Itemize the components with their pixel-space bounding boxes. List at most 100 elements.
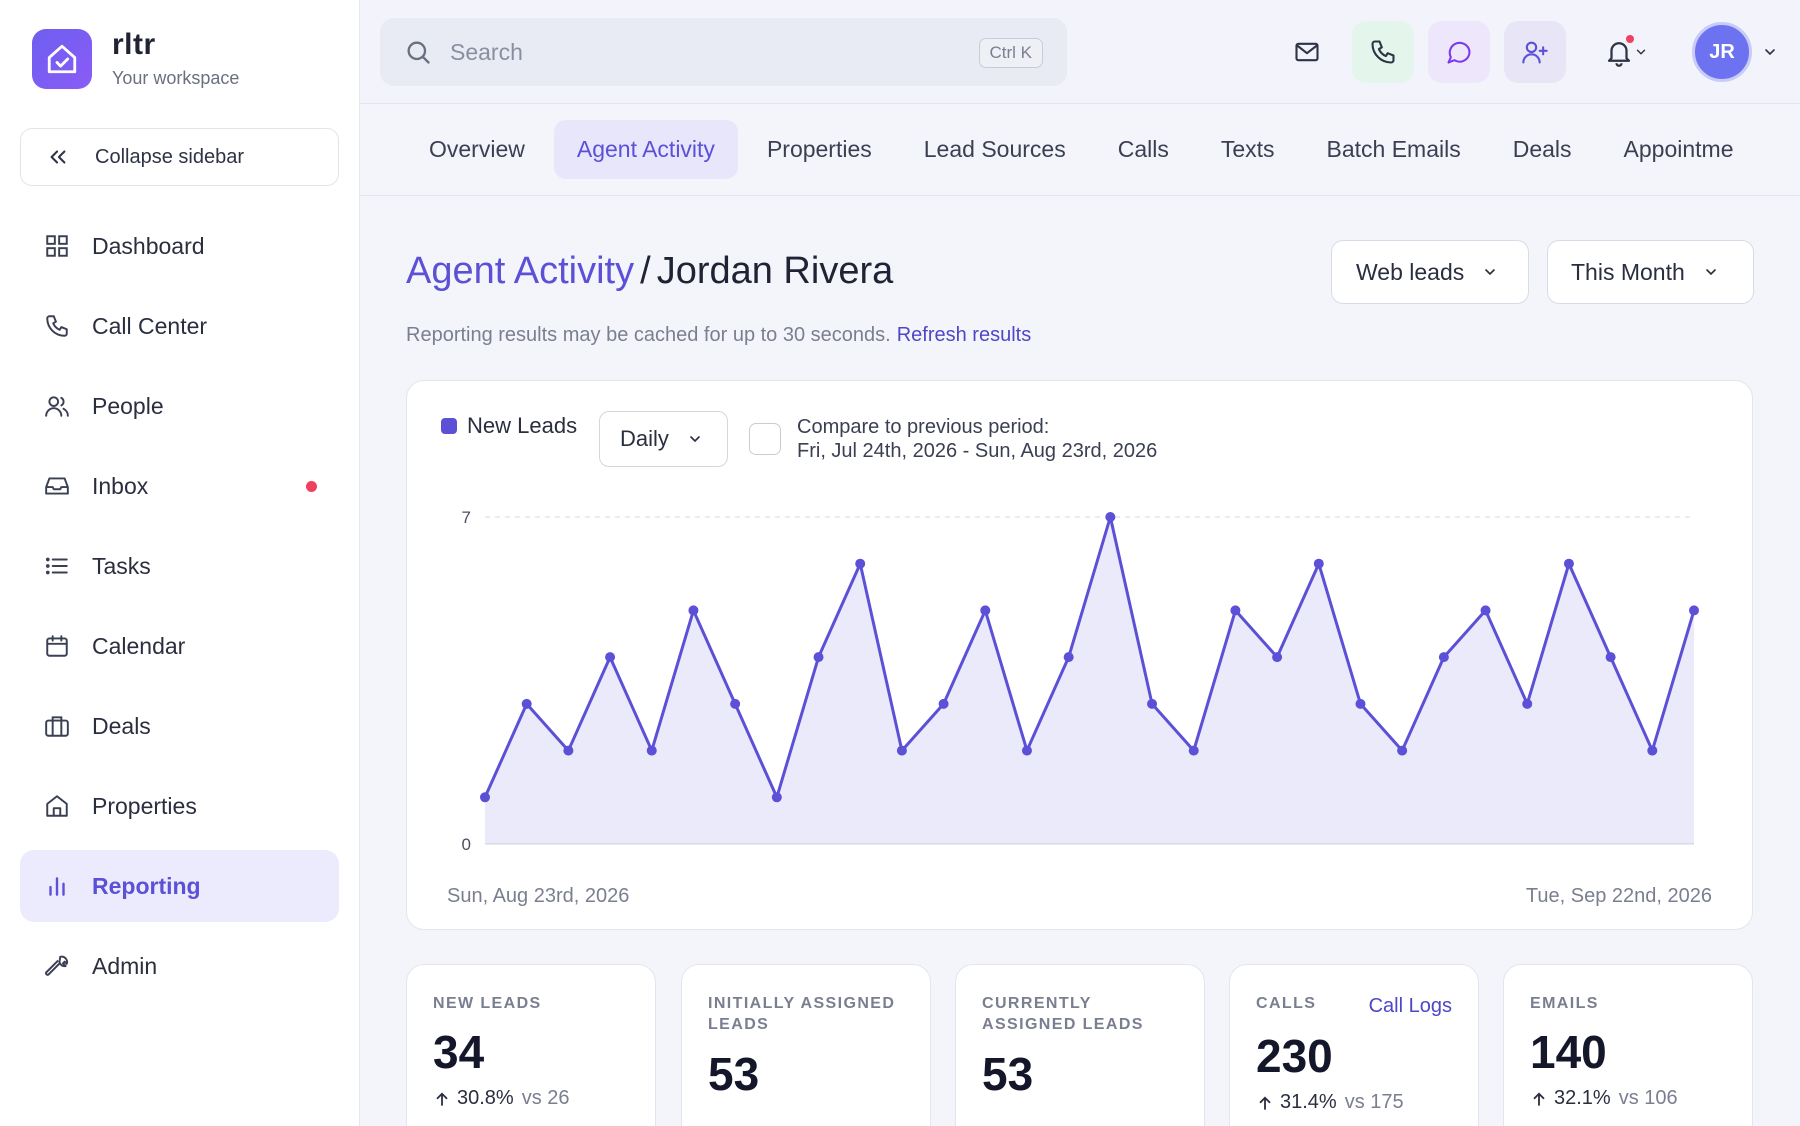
lead-source-dropdown[interactable]: Web leads xyxy=(1331,240,1529,304)
data-point xyxy=(1147,698,1158,709)
top-actions: JR xyxy=(1262,20,1800,84)
user-menu-chevron[interactable] xyxy=(1762,44,1778,60)
notifications-button[interactable] xyxy=(1590,21,1662,83)
chevron-down-icon xyxy=(1765,49,1775,56)
search-shortcut-hint: Ctrl K xyxy=(978,38,1043,68)
stat-label: Calls xyxy=(1256,995,1317,1012)
series-area xyxy=(485,517,1694,844)
arrow-up-icon xyxy=(1533,1091,1545,1106)
time-period-dropdown[interactable]: This Month xyxy=(1547,240,1754,304)
stat-delta-percent: 31.4% xyxy=(1280,1091,1337,1113)
series-line xyxy=(483,515,1696,799)
data-point xyxy=(1438,652,1449,663)
double-chevron-left-icon xyxy=(47,146,77,168)
compare-label: Compare to previous period: Fri, Jul 24t… xyxy=(797,415,1157,463)
tab-deals[interactable]: Deals xyxy=(1512,136,1572,162)
sidebar-item-calendar[interactable]: Calendar xyxy=(20,610,339,682)
stat-label: New Leads xyxy=(433,995,542,1012)
sidebar-item-properties[interactable]: Properties xyxy=(20,770,339,842)
sidebar-item-reporting[interactable]: Reporting xyxy=(20,850,339,922)
stat-delta: 30.8% vs 26 xyxy=(433,1087,570,1110)
mail-button[interactable] xyxy=(1276,21,1338,83)
messages-button[interactable] xyxy=(1428,21,1490,83)
sidebar-item-inbox[interactable]: Inbox xyxy=(20,450,339,522)
search-input[interactable] xyxy=(450,38,930,66)
call-button[interactable] xyxy=(1352,21,1414,83)
sidebar-item-admin[interactable]: Admin xyxy=(20,930,339,1002)
cache-notice-text: Reporting results may be cached for up t… xyxy=(406,324,891,346)
stat-card-initially-assigned-leads: Initially Assigned Leads 53 xyxy=(681,964,931,1126)
new-leads-line-chart: 70 xyxy=(462,508,1699,854)
add-contact-button[interactable] xyxy=(1504,21,1566,83)
breadcrumb-separator: / xyxy=(640,250,651,292)
arrow-up-icon xyxy=(436,1091,448,1106)
x-axis-end-label: Tue, Sep 22nd, 2026 xyxy=(1525,885,1712,907)
inbox-icon xyxy=(42,473,72,499)
stat-delta: 32.1% vs 106 xyxy=(1530,1087,1678,1110)
sidebar-item-label: Properties xyxy=(92,792,197,819)
stat-label: Emails xyxy=(1530,995,1599,1012)
data-point xyxy=(1397,745,1408,756)
refresh-results-link[interactable]: Refresh results xyxy=(896,324,1032,346)
stat-value: 34 xyxy=(433,1026,485,1078)
data-point xyxy=(1480,605,1491,616)
data-point xyxy=(1230,605,1241,616)
chat-bubble-icon xyxy=(1447,41,1471,64)
chevron-down-icon xyxy=(687,431,703,447)
stat-delta-percent: 32.1% xyxy=(1554,1087,1611,1109)
grid-icon xyxy=(42,233,72,259)
briefcase-icon xyxy=(42,713,72,739)
stat-card-calls: Calls Call Logs 230 31.4% vs 175 xyxy=(1229,964,1479,1126)
stat-delta: 31.4% vs 175 xyxy=(1256,1091,1404,1114)
data-point xyxy=(1021,745,1032,756)
collapse-sidebar-button[interactable]: Collapse sidebar xyxy=(20,128,339,186)
cache-notice: Reporting results may be cached for up t… xyxy=(406,324,1031,347)
bell-icon xyxy=(1607,42,1631,67)
sidebar-item-label: Reporting xyxy=(92,872,201,899)
compare-title: Compare to previous period: xyxy=(797,416,1050,438)
stat-value: 140 xyxy=(1530,1026,1607,1078)
chevron-down-icon xyxy=(1482,264,1498,280)
brand[interactable]: rltr Your workspace xyxy=(32,28,239,89)
data-point xyxy=(1563,558,1574,569)
sidebar-item-label: Deals xyxy=(92,712,151,739)
house-icon xyxy=(42,792,72,820)
collapse-sidebar-label: Collapse sidebar xyxy=(95,145,244,168)
wrench-icon xyxy=(42,953,72,979)
bar-chart-icon xyxy=(42,873,72,899)
tab-lead-sources[interactable]: Lead Sources xyxy=(923,136,1066,162)
tab-calls[interactable]: Calls xyxy=(1117,136,1169,162)
interval-dropdown[interactable]: Daily xyxy=(599,411,728,467)
sidebar-item-tasks[interactable]: Tasks xyxy=(20,530,339,602)
breadcrumb-agent-activity[interactable]: Agent Activity xyxy=(406,250,635,292)
search-bar[interactable]: Ctrl K xyxy=(380,18,1067,86)
agent-name: Jordan Rivera xyxy=(656,250,894,292)
arrow-up-icon xyxy=(1259,1095,1271,1110)
stat-delta-comparison: vs 175 xyxy=(1344,1091,1404,1113)
stat-label: Currently Assigned Leads xyxy=(982,995,1144,1033)
user-avatar[interactable]: JR xyxy=(1692,22,1752,82)
new-leads-chart-card: New Leads Daily Compare to previous peri… xyxy=(406,380,1753,930)
chevron-down-icon xyxy=(1703,264,1719,280)
tab-batch-emails[interactable]: Batch Emails xyxy=(1326,136,1461,162)
sidebar-item-people[interactable]: People xyxy=(20,370,339,442)
tab-overview[interactable]: Overview xyxy=(429,136,525,162)
tab-properties[interactable]: Properties xyxy=(766,136,872,162)
brand-name: rltr xyxy=(112,28,156,61)
sidebar-item-label: Admin xyxy=(92,952,158,979)
users-icon xyxy=(42,393,72,419)
sidebar-item-dashboard[interactable]: Dashboard xyxy=(20,210,339,282)
top-bar: Ctrl K JR xyxy=(360,0,1800,104)
stat-value: 53 xyxy=(708,1048,760,1100)
phone-icon xyxy=(1371,40,1395,64)
tab-appointments[interactable]: Appointme xyxy=(1623,136,1734,162)
call-logs-link[interactable]: Call Logs xyxy=(1368,995,1452,1017)
tab-texts[interactable]: Texts xyxy=(1220,136,1275,162)
page-title: Agent Activity / Jordan Rivera xyxy=(406,250,893,293)
sidebar-item-deals[interactable]: Deals xyxy=(20,690,339,762)
sidebar-item-label: People xyxy=(92,392,164,419)
sidebar-item-call-center[interactable]: Call Center xyxy=(20,290,339,362)
data-point xyxy=(1105,512,1116,522)
compare-checkbox[interactable] xyxy=(749,423,781,455)
tab-agent-activity[interactable]: Agent Activity xyxy=(553,120,738,179)
